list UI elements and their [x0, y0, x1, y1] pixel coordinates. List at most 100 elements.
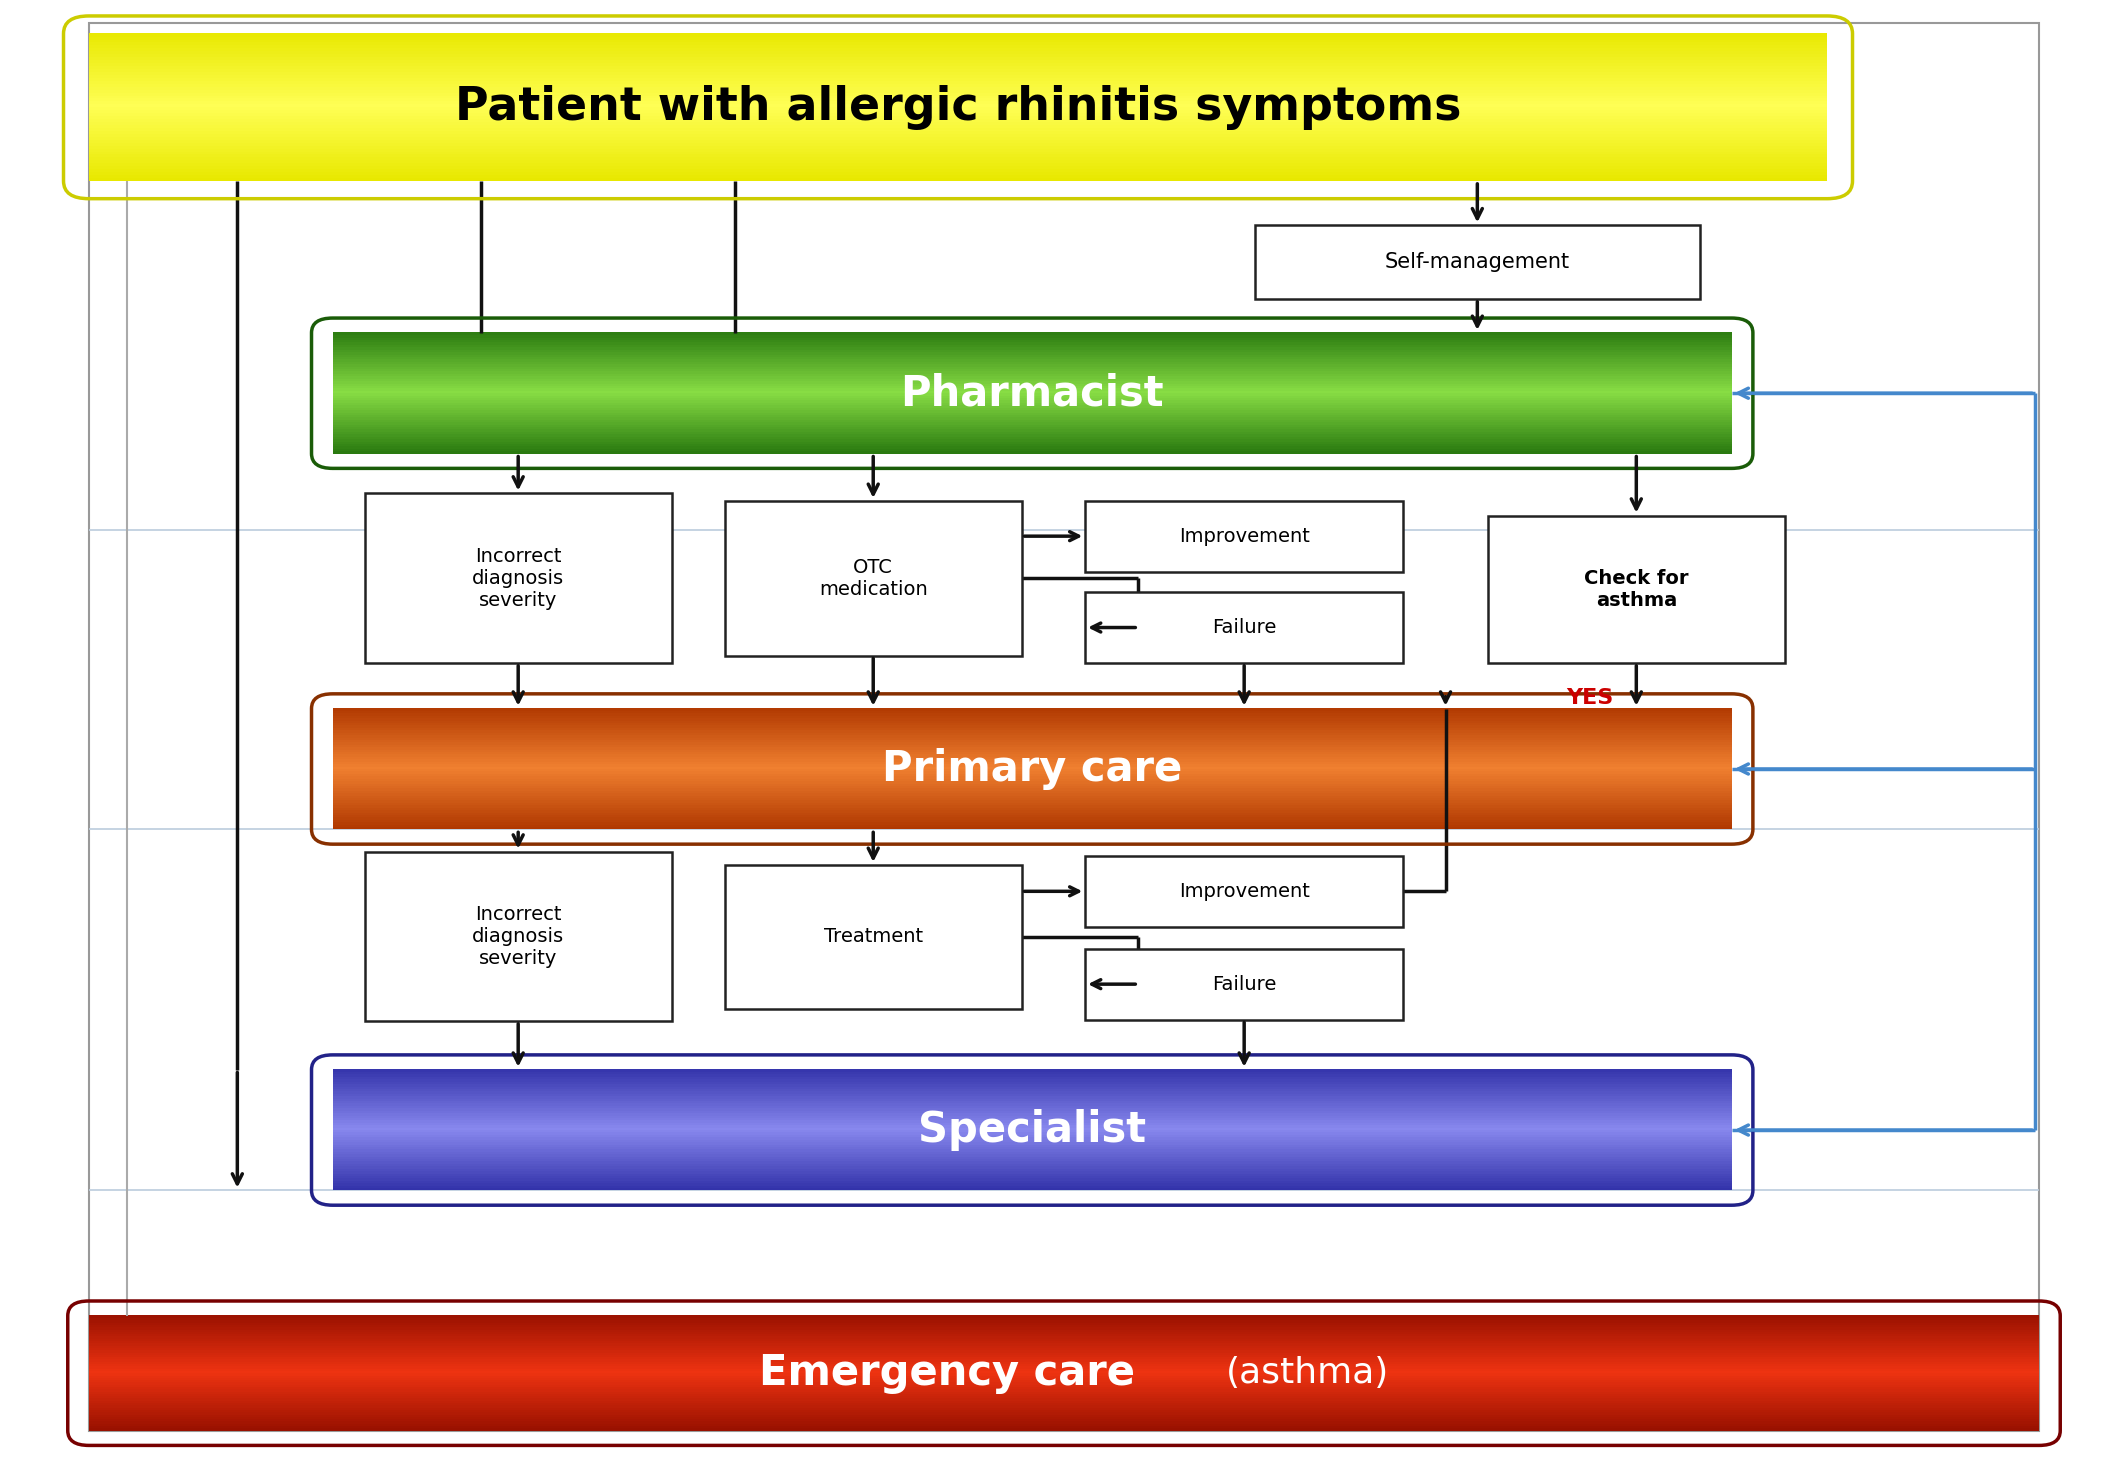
- Text: Patient with allergic rhinitis symptoms: Patient with allergic rhinitis symptoms: [455, 84, 1462, 130]
- Bar: [89, 1386, 2039, 1389]
- Bar: [332, 408, 1732, 411]
- Bar: [89, 142, 1828, 145]
- Bar: [89, 86, 1828, 89]
- Bar: [332, 713, 1732, 716]
- Bar: [332, 756, 1732, 759]
- Bar: [332, 1153, 1732, 1156]
- Bar: [89, 1322, 2039, 1325]
- Bar: [89, 92, 1828, 95]
- Bar: [89, 50, 1828, 55]
- Bar: [89, 145, 1828, 148]
- Bar: [89, 33, 1828, 37]
- Bar: [332, 1165, 1732, 1169]
- Bar: [1085, 857, 1402, 926]
- Bar: [332, 382, 1732, 385]
- Bar: [89, 1414, 2039, 1417]
- Bar: [89, 1331, 2039, 1334]
- Bar: [332, 1069, 1732, 1071]
- Bar: [332, 362, 1732, 365]
- Bar: [1085, 948, 1402, 1020]
- Bar: [89, 95, 1828, 98]
- Bar: [332, 1146, 1732, 1150]
- Bar: [332, 1134, 1732, 1137]
- Bar: [89, 1359, 2039, 1362]
- Text: (asthma): (asthma): [1226, 1356, 1390, 1390]
- Bar: [332, 1119, 1732, 1123]
- Bar: [332, 394, 1732, 399]
- Bar: [332, 1152, 1732, 1154]
- Bar: [89, 1350, 2039, 1353]
- Bar: [89, 130, 1828, 133]
- Text: Self-management: Self-management: [1385, 252, 1570, 273]
- Bar: [332, 806, 1732, 811]
- Text: Incorrect
diagnosis
severity: Incorrect diagnosis severity: [472, 547, 564, 609]
- Bar: [332, 766, 1732, 769]
- Bar: [89, 39, 1828, 43]
- Bar: [332, 416, 1732, 419]
- Bar: [89, 172, 1828, 175]
- Bar: [332, 771, 1732, 774]
- Bar: [332, 1110, 1732, 1113]
- Bar: [332, 378, 1732, 381]
- Bar: [89, 59, 1828, 64]
- Bar: [332, 1071, 1732, 1074]
- Bar: [332, 1122, 1732, 1125]
- Bar: [89, 1343, 2039, 1346]
- Bar: [89, 1377, 2039, 1380]
- Bar: [332, 768, 1732, 772]
- Bar: [332, 1095, 1732, 1098]
- Bar: [332, 805, 1732, 808]
- Bar: [332, 1080, 1732, 1085]
- Bar: [332, 1149, 1732, 1152]
- Bar: [89, 68, 1828, 73]
- Bar: [89, 1329, 2039, 1332]
- Text: Improvement: Improvement: [1179, 526, 1309, 545]
- Bar: [332, 451, 1732, 453]
- Bar: [89, 151, 1828, 154]
- Bar: [332, 717, 1732, 720]
- Bar: [89, 175, 1828, 178]
- Bar: [332, 1140, 1732, 1143]
- Bar: [332, 1091, 1732, 1094]
- Bar: [332, 763, 1732, 766]
- Bar: [332, 729, 1732, 732]
- Bar: [89, 178, 1828, 181]
- Bar: [332, 366, 1732, 369]
- Bar: [332, 735, 1732, 738]
- Bar: [332, 370, 1732, 373]
- Bar: [332, 827, 1732, 830]
- Bar: [332, 820, 1732, 823]
- Bar: [332, 351, 1732, 354]
- Bar: [332, 754, 1732, 757]
- Bar: [89, 1375, 2039, 1378]
- Bar: [332, 1129, 1732, 1132]
- Bar: [89, 74, 1828, 79]
- Bar: [726, 501, 1021, 655]
- Bar: [332, 402, 1732, 405]
- Bar: [332, 817, 1732, 820]
- Bar: [332, 363, 1732, 366]
- Bar: [89, 98, 1828, 101]
- Bar: [332, 405, 1732, 408]
- Bar: [89, 1371, 2039, 1374]
- Bar: [89, 1402, 2039, 1405]
- Bar: [89, 1319, 2039, 1322]
- Text: Specialist: Specialist: [917, 1109, 1147, 1152]
- Bar: [332, 415, 1732, 418]
- Bar: [89, 47, 1828, 52]
- Bar: [332, 710, 1732, 713]
- Bar: [332, 741, 1732, 745]
- Bar: [332, 737, 1732, 740]
- Bar: [89, 107, 1828, 110]
- Bar: [89, 1335, 2039, 1338]
- Bar: [364, 852, 672, 1021]
- Bar: [332, 356, 1732, 359]
- Bar: [89, 1365, 2039, 1368]
- Bar: [332, 446, 1732, 449]
- Bar: [89, 154, 1828, 157]
- Bar: [89, 163, 1828, 166]
- Bar: [89, 124, 1828, 127]
- Bar: [89, 127, 1828, 130]
- Text: Failure: Failure: [1213, 618, 1277, 637]
- Bar: [89, 160, 1828, 163]
